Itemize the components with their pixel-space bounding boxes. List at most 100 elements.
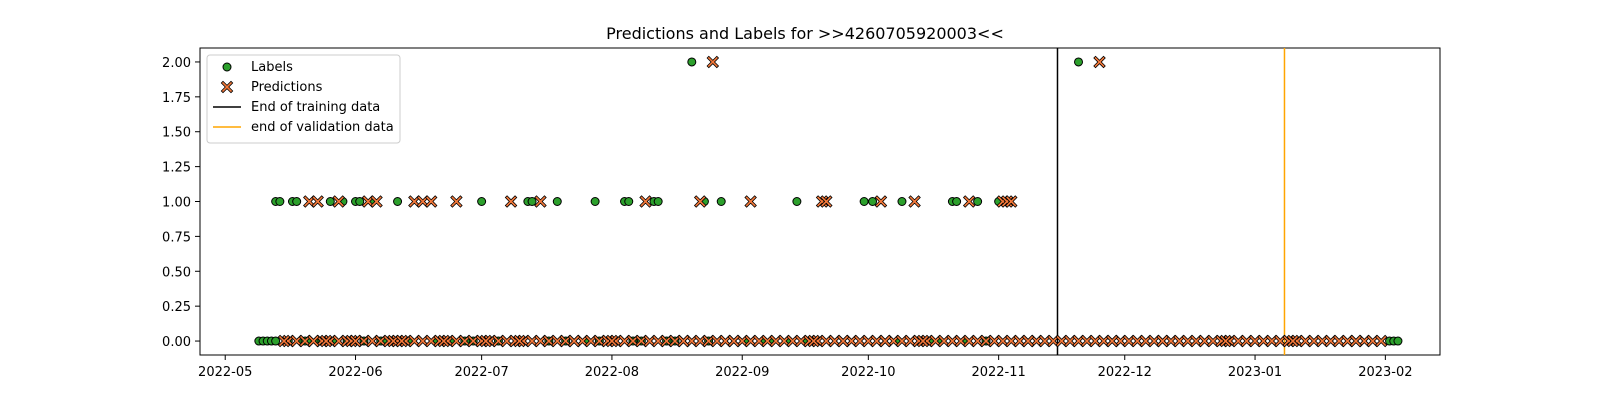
prediction-point (492, 334, 505, 348)
prediction-point (416, 195, 430, 208)
prediction-point (643, 334, 657, 348)
prediction-point (1047, 334, 1060, 348)
prediction-point (395, 334, 409, 348)
label-point (952, 197, 962, 206)
prediction-point (946, 334, 959, 348)
prediction-point (1181, 334, 1195, 348)
label-point (477, 197, 487, 206)
prediction-point (786, 334, 799, 348)
prediction-point (1097, 334, 1110, 348)
prediction-point (1139, 334, 1153, 348)
prediction-point (349, 334, 362, 348)
prediction-point (820, 195, 833, 208)
prediction-point (1206, 334, 1220, 348)
prediction-point (361, 195, 375, 208)
prediction-point (727, 334, 741, 348)
label-point (1393, 336, 1403, 346)
prediction-point (504, 195, 518, 208)
label-point (792, 197, 802, 206)
prediction-point (862, 334, 875, 348)
prediction-point (513, 334, 526, 348)
label-point (716, 197, 726, 206)
prediction-point (1131, 334, 1144, 348)
prediction-point (761, 334, 774, 348)
prediction-point (1374, 334, 1388, 348)
label-point (897, 197, 907, 206)
prediction-point (1004, 195, 1018, 208)
y-tick-label: 1.75 (162, 91, 191, 106)
prediction-point (387, 334, 400, 348)
prediction-point (559, 334, 572, 348)
prediction-point (1030, 334, 1043, 348)
prediction-point (660, 334, 673, 348)
prediction-point (1021, 334, 1035, 348)
prediction-point (979, 334, 993, 348)
prediction-point (303, 195, 316, 208)
prediction-point (895, 334, 909, 348)
y-tick-label: 1.00 (162, 196, 191, 211)
prediction-point (1105, 334, 1119, 348)
legend-box (206, 54, 401, 144)
prediction-point (693, 195, 707, 208)
prediction-point (1173, 334, 1186, 348)
prediction-point (706, 55, 720, 69)
prediction-point (1366, 334, 1380, 348)
prediction-point (332, 334, 345, 348)
label-point (973, 197, 983, 206)
label-point (271, 336, 281, 346)
prediction-point (769, 334, 783, 348)
reference-lines (1056, 48, 1286, 355)
prediction-point (677, 334, 690, 348)
label-point (325, 197, 335, 206)
prediction-point (534, 195, 547, 208)
prediction-point (1358, 334, 1371, 348)
label-point (859, 197, 869, 206)
prediction-point (319, 334, 333, 348)
prediction-point (1089, 334, 1102, 348)
prediction-point (584, 334, 598, 348)
prediction-point (357, 334, 371, 348)
y-tick-label: 2.00 (162, 56, 191, 71)
prediction-point (618, 334, 631, 348)
label-point (355, 197, 365, 206)
x-tick-label: 2022-10 (841, 365, 895, 380)
legend: Labels Predictions End of training data end… (206, 54, 401, 144)
legend-label: Predictions (251, 80, 323, 95)
prediction-point (424, 334, 438, 348)
prediction-point (534, 334, 547, 348)
prediction-point (744, 334, 757, 348)
prediction-point (576, 334, 589, 348)
prediction-point (416, 334, 430, 348)
prediction-point (277, 334, 291, 348)
prediction-point (1164, 334, 1178, 348)
prediction-point (290, 334, 303, 348)
x-tick-label: 2022-11 (971, 365, 1025, 380)
y-axis: 0.00 0.25 0.50 0.75 1.00 1.25 1.50 1.75 2.00 (162, 56, 200, 350)
prediction-point (836, 334, 850, 348)
label-point (527, 197, 537, 206)
y-tick-label: 0.50 (162, 265, 191, 280)
prediction-point (870, 334, 884, 348)
prediction-point (370, 195, 383, 208)
prediction-point (1316, 334, 1329, 348)
prediction-point (988, 334, 1001, 348)
prediction-point (853, 334, 867, 348)
prediction-point (1349, 334, 1363, 348)
prediction-point (1324, 334, 1337, 348)
x-tick-label: 2022-07 (454, 365, 508, 380)
label-point (653, 197, 663, 206)
x-tick-label: 2022-12 (1098, 365, 1152, 380)
label-point (590, 197, 600, 206)
prediction-point (311, 195, 324, 208)
prediction-point (500, 334, 514, 348)
prediction-point (962, 334, 976, 348)
prediction-point (904, 334, 917, 348)
x-tick-label: 2022-06 (328, 365, 382, 380)
prediction-point (828, 334, 841, 348)
prediction-point (710, 334, 724, 348)
label-point (868, 197, 878, 206)
prediction-point (220, 80, 234, 94)
label-point (292, 197, 302, 206)
prediction-point (437, 334, 451, 348)
prediction-point (1114, 334, 1127, 348)
